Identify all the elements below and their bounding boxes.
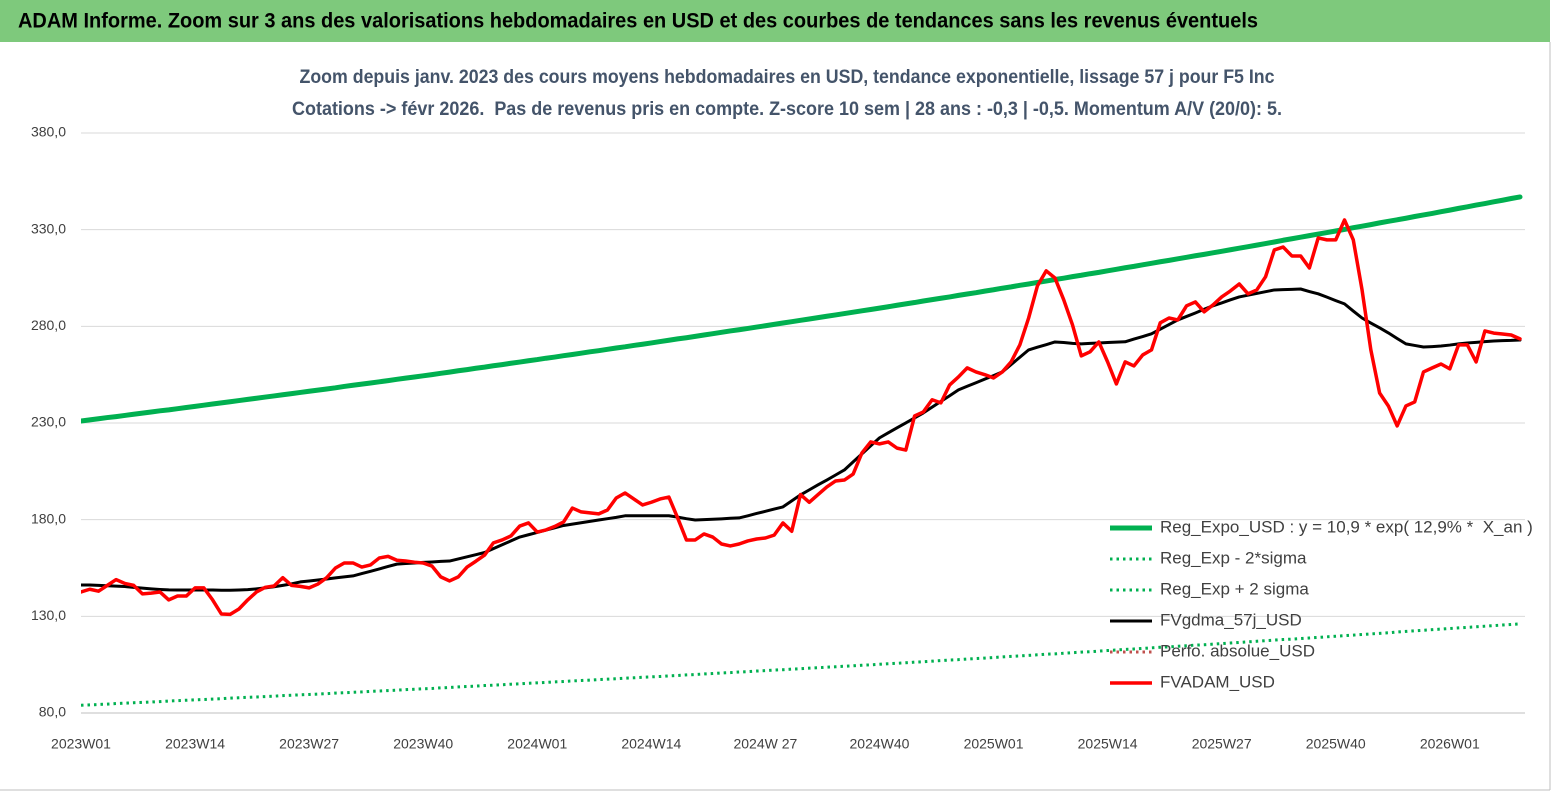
chart-subtitle: Cotations -> févr 2026. Pas de revenus p… <box>292 99 1282 120</box>
x-tick-label: 2025W01 <box>964 736 1024 752</box>
x-tick-label: 2025W27 <box>1192 736 1252 752</box>
legend: Reg_Expo_USD : y = 10,9 * exp( 12,9% * X… <box>1110 517 1533 691</box>
legend-label: Reg_Expo_USD : y = 10,9 * exp( 12,9% * X… <box>1160 517 1533 536</box>
x-tick-label: 2023W27 <box>279 736 339 752</box>
x-tick-label: 2024W 27 <box>733 736 797 752</box>
y-tick-label: 180,0 <box>31 510 66 526</box>
header-banner <box>0 0 1550 42</box>
x-tick-label: 2026W01 <box>1420 736 1480 752</box>
legend-label: FVADAM_USD <box>1160 672 1275 691</box>
x-tick-label: 2024W40 <box>850 736 910 752</box>
chart-title: Zoom depuis janv. 2023 des cours moyens … <box>300 67 1275 88</box>
x-tick-label: 2024W14 <box>621 736 681 752</box>
x-tick-label: 2023W40 <box>393 736 453 752</box>
x-tick-label: 2025W14 <box>1078 736 1138 752</box>
page-title: ADAM Informe. Zoom sur 3 ans des valoris… <box>18 10 1258 33</box>
x-tick-label: 2023W01 <box>51 736 111 752</box>
legend-label: Perfo. absolue_USD <box>1160 641 1315 660</box>
y-tick-label: 330,0 <box>31 220 66 236</box>
title-background <box>285 62 1285 124</box>
legend-label: Reg_Exp + 2 sigma <box>1160 579 1309 598</box>
y-tick-label: 230,0 <box>31 414 66 430</box>
x-tick-label: 2025W40 <box>1306 736 1366 752</box>
series-line <box>81 218 1522 617</box>
chart-titles: Zoom depuis janv. 2023 des cours moyens … <box>285 62 1285 124</box>
legend-label: Reg_Exp - 2*sigma <box>1160 548 1307 567</box>
y-tick-label: 80,0 <box>39 704 66 720</box>
legend-label: FVgdma_57j_USD <box>1160 610 1302 629</box>
y-tick-label: 380,0 <box>31 124 66 140</box>
x-tick-label: 2024W01 <box>507 736 567 752</box>
axes: 80,0 130,0 180,0 230,0 280,0 330,0 380,0 2023W0… <box>31 124 1525 752</box>
plot-area <box>81 194 1523 707</box>
y-tick-label: 280,0 <box>31 317 66 333</box>
y-tick-label: 130,0 <box>31 607 66 623</box>
series-line <box>81 194 1523 424</box>
x-tick-label: 2023W14 <box>165 736 225 752</box>
